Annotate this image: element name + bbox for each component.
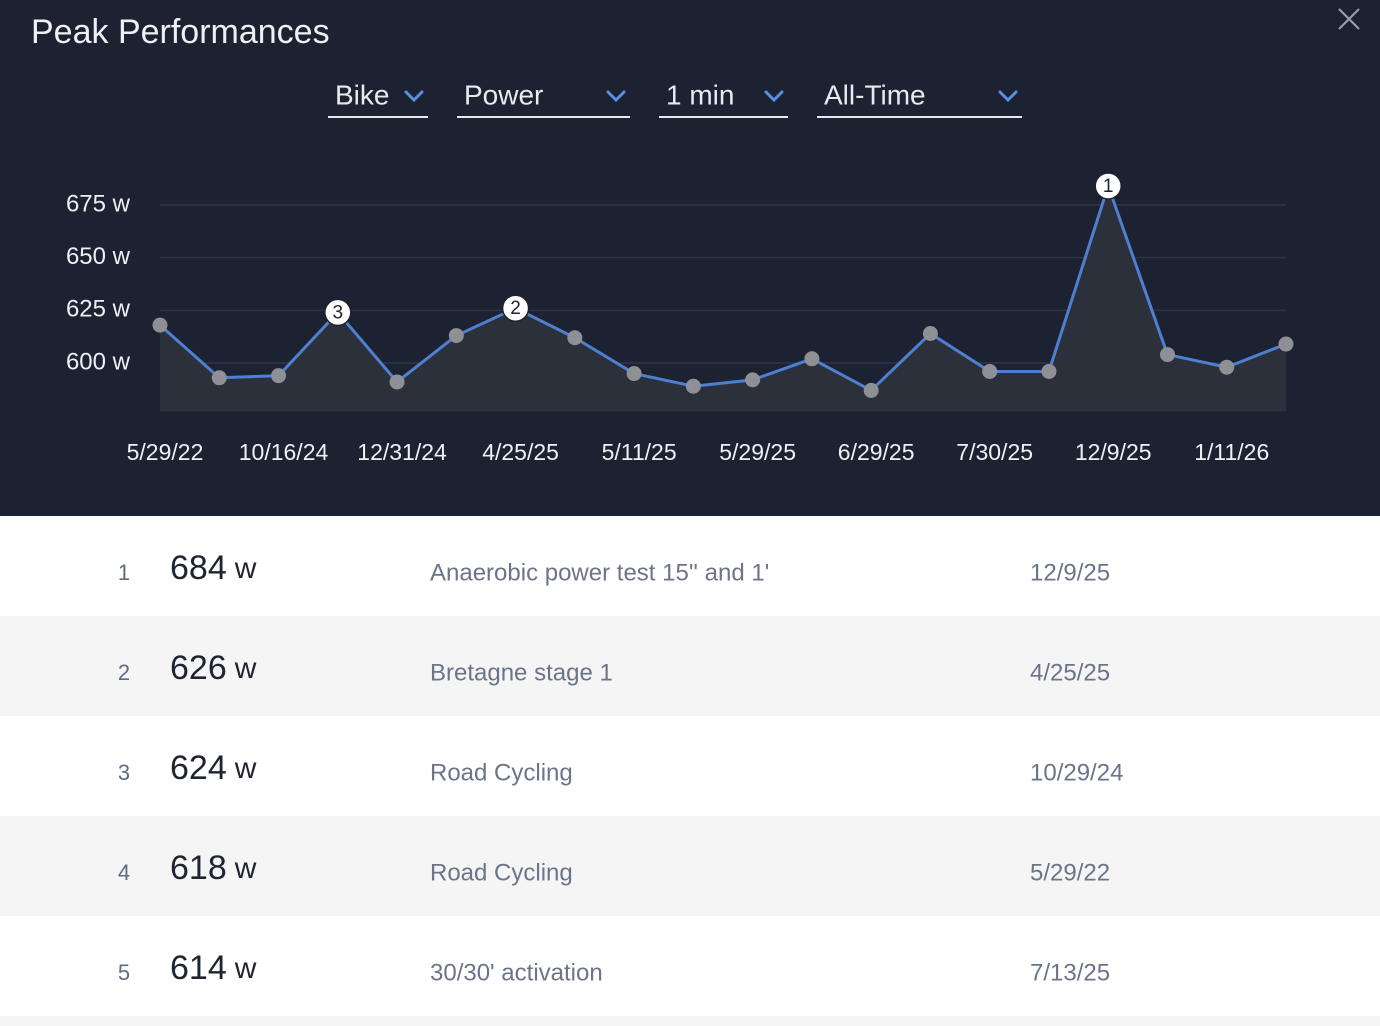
performance-row[interactable]: 1 684 w Anaerobic power test 15'' and 1' 12/… xyxy=(0,516,1380,616)
rank-number: 4 xyxy=(118,860,130,885)
ranked-point xyxy=(501,294,530,322)
point-rank-label: 3 xyxy=(333,302,344,323)
data-point xyxy=(804,351,820,367)
filter-dropdown[interactable]: 1 min xyxy=(659,79,788,118)
activity-name: 30/30' activation xyxy=(430,959,603,986)
filter-dropdown[interactable]: Power xyxy=(457,79,630,118)
close-button[interactable] xyxy=(1338,8,1360,30)
rank-number: 3 xyxy=(118,760,130,785)
power-unit: w xyxy=(234,552,257,585)
power-value: 684 w xyxy=(170,549,257,587)
filter-dropdown[interactable]: Bike xyxy=(328,79,428,118)
data-point xyxy=(448,328,464,344)
rank-number: 2 xyxy=(118,660,130,685)
dropdown-label: All-Time xyxy=(824,79,926,110)
close-icon xyxy=(1338,8,1360,30)
dropdown-label: Power xyxy=(464,79,543,110)
ranked-point xyxy=(324,298,352,327)
data-point xyxy=(1219,359,1235,375)
row-background xyxy=(0,516,1380,616)
row-background xyxy=(0,916,1380,1016)
rank-number: 1 xyxy=(118,560,130,585)
point-rank-label: 1 xyxy=(1103,176,1114,197)
performance-row[interactable]: 2 626 w Bretagne stage 1 4/25/25 xyxy=(0,616,1380,716)
filter-dropdown[interactable]: All-Time xyxy=(817,79,1022,118)
row-background xyxy=(0,716,1380,816)
power-value: 624 w xyxy=(170,749,257,787)
data-point xyxy=(1278,336,1294,352)
chevron-icon xyxy=(764,90,784,103)
x-tick-label: 5/29/22 xyxy=(127,439,204,465)
data-point xyxy=(567,330,583,346)
power-number: 618 xyxy=(170,849,227,887)
performance-row[interactable]: 5 614 w 30/30' activation 7/13/25 xyxy=(0,916,1380,1016)
data-point xyxy=(271,368,287,384)
panel-title: Peak Performances xyxy=(31,13,330,51)
power-unit: w xyxy=(234,952,257,985)
line xyxy=(159,184,1287,392)
power-number: 626 xyxy=(170,649,227,687)
point-rank-label: 2 xyxy=(510,298,521,319)
activity-date: 7/13/25 xyxy=(1030,959,1110,986)
activity-name: Road Cycling xyxy=(430,859,573,886)
y-tick-label: 675 w xyxy=(66,190,131,217)
activity-date: 4/25/25 xyxy=(1030,659,1110,686)
data-point xyxy=(922,326,938,342)
performance-row[interactable]: 3 624 w Road Cycling 10/29/24 xyxy=(0,716,1380,816)
data-point xyxy=(152,317,168,333)
power-value: 626 w xyxy=(170,649,257,687)
data-point xyxy=(626,366,642,382)
chevron-icon xyxy=(998,90,1018,103)
power-number: 614 xyxy=(170,949,227,987)
data-point xyxy=(1041,363,1057,379)
performance-row[interactable]: 4 618 w Road Cycling 5/29/22 xyxy=(0,816,1380,916)
y-tick-label: 650 w xyxy=(66,243,131,270)
y-tick-label: 600 w xyxy=(66,348,131,375)
activity-date: 12/9/25 xyxy=(1030,559,1110,586)
x-tick-label: 12/9/25 xyxy=(1075,439,1152,465)
activity-name: Bretagne stage 1 xyxy=(430,659,613,686)
x-tick-label: 1/11/26 xyxy=(1194,439,1269,465)
x-tick-label: 12/31/24 xyxy=(357,439,447,465)
power-unit: w xyxy=(234,852,257,885)
power-number: 684 xyxy=(170,549,227,587)
x-tick-label: 10/16/24 xyxy=(239,439,329,465)
power-number: 624 xyxy=(170,749,227,787)
data-point xyxy=(982,363,998,379)
data-point xyxy=(389,374,405,390)
row-background xyxy=(0,1016,1380,1026)
row-background xyxy=(0,616,1380,716)
x-tick-label: 4/25/25 xyxy=(482,439,559,465)
activity-name: Anaerobic power test 15'' and 1' xyxy=(430,559,769,586)
dropdown-label: Bike xyxy=(335,79,389,110)
power-unit: w xyxy=(234,752,257,785)
x-tick-label: 6/29/25 xyxy=(838,439,915,465)
row-background xyxy=(0,816,1380,916)
power-value: 618 w xyxy=(170,849,257,887)
x-tick-label: 5/29/25 xyxy=(719,439,796,465)
data-point xyxy=(685,378,701,394)
data-point xyxy=(1159,347,1175,363)
y-tick-label: 625 w xyxy=(66,296,131,323)
activity-date: 10/29/24 xyxy=(1030,759,1123,786)
ranked-point xyxy=(1094,172,1122,200)
data-point xyxy=(863,382,879,398)
power-unit: w xyxy=(234,652,257,685)
chevron-icon xyxy=(404,90,424,103)
activity-name: Road Cycling xyxy=(430,759,573,786)
dropdown-label: 1 min xyxy=(666,79,734,110)
chevron-icon xyxy=(606,90,626,103)
power-value: 614 w xyxy=(170,949,257,987)
data-point xyxy=(745,372,761,388)
x-tick-label: 7/30/25 xyxy=(956,439,1033,465)
data-point xyxy=(211,370,227,386)
rank-number: 5 xyxy=(118,960,130,985)
x-tick-label: 5/11/25 xyxy=(602,439,677,465)
area xyxy=(160,185,1286,412)
activity-date: 5/29/22 xyxy=(1030,859,1110,886)
